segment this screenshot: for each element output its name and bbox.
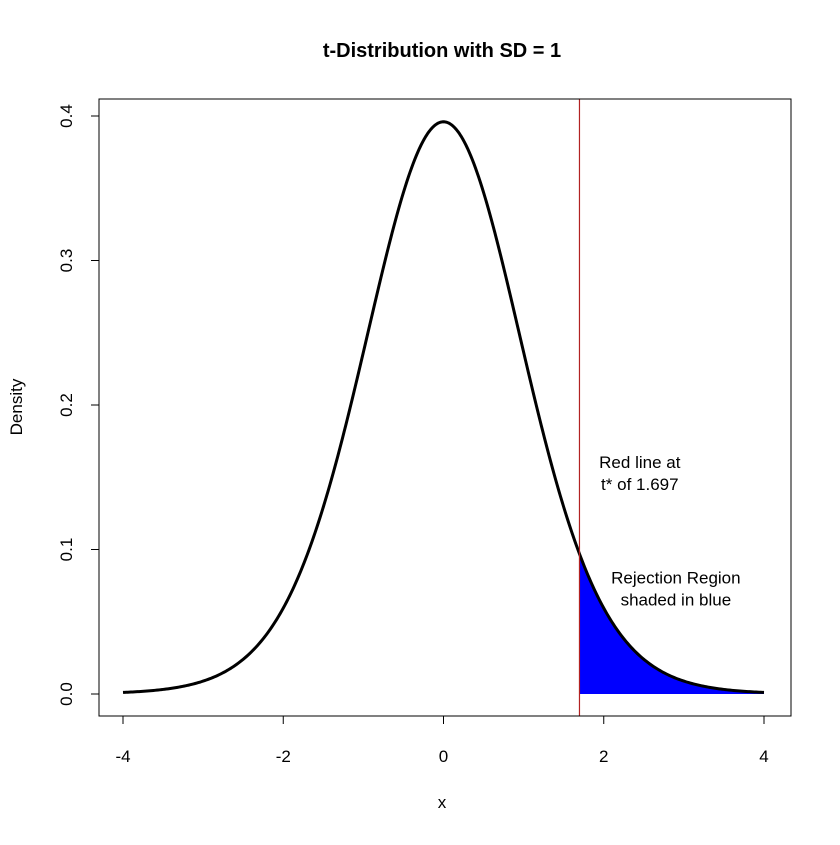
x-axis-label: x (438, 793, 447, 812)
x-tick-label: 0 (439, 747, 448, 766)
y-tick-label: 0.0 (57, 682, 76, 706)
x-tick-label: 2 (599, 747, 608, 766)
density-curve-0 (122, 120, 765, 694)
annotation-1: Rejection Region shaded in blue (611, 569, 740, 610)
annotation-layer: Red line at t* of 1.697 Rejection Region sh… (599, 453, 740, 610)
y-tick-label: 0.3 (57, 249, 76, 273)
y-axis: 0.0 0.1 0.2 0.3 0.4 (57, 104, 100, 706)
annotation-line: t* of 1.697 (601, 475, 679, 494)
x-tick-label: -2 (276, 747, 291, 766)
annotation-line: Red line at (599, 453, 681, 472)
y-tick-label: 0.1 (57, 538, 76, 562)
annotation-0: Red line at t* of 1.697 (599, 453, 681, 494)
y-tick-label: 0.4 (57, 104, 76, 128)
chart-title: t-Distribution with SD = 1 (323, 40, 561, 62)
annotation-line: Rejection Region (611, 569, 740, 588)
x-axis: -4 -2 0 2 4 (115, 715, 769, 766)
annotation-line: shaded in blue (621, 591, 732, 610)
x-tick-label: 4 (759, 747, 768, 766)
y-tick-label: 0.2 (57, 393, 76, 417)
y-axis-label: Density (7, 378, 26, 435)
plot-layer (122, 99, 765, 716)
rejection-region (579, 553, 764, 694)
x-tick-label: -4 (115, 747, 130, 766)
